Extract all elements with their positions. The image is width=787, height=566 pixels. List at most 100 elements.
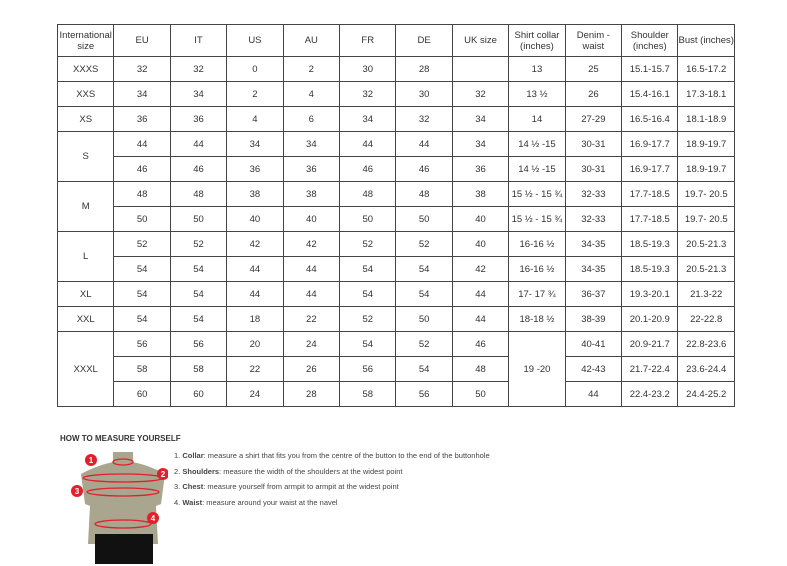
column-header: US <box>226 24 284 57</box>
table-cell: 44 <box>113 131 171 157</box>
table-cell: 54 <box>113 306 171 332</box>
table-cell: 34 <box>339 106 397 132</box>
table-cell: 2 <box>226 81 284 107</box>
table-cell: 6 <box>282 106 341 132</box>
table-cell: 14 ½ -15 <box>508 156 566 182</box>
table-cell: 2 <box>282 56 341 82</box>
table-cell: 48 <box>169 181 228 207</box>
step-waist: 4. Waist: measure around your waist at t… <box>174 497 338 507</box>
table-cell: 46 <box>339 156 397 182</box>
table-cell: 56 <box>339 356 397 382</box>
table-cell: 36 <box>226 156 284 182</box>
table-cell: 46 <box>113 156 171 182</box>
table-cell: 58 <box>339 381 397 407</box>
table-cell: 34 <box>169 81 228 107</box>
table-cell: 42 <box>451 256 510 282</box>
table-cell: 54 <box>395 256 453 282</box>
marker-4: 4 <box>151 514 156 523</box>
table-row: 54 54 44 44 54 54 42 16-16 ½ 34-35 18.5-19.3 20.5-… <box>58 256 735 282</box>
marker-2: 2 <box>161 470 166 479</box>
table-cell: 34 <box>282 131 341 157</box>
table-cell: 50 <box>169 206 228 232</box>
table-cell: 42 <box>282 231 341 257</box>
table-cell: 15 ½ - 15 ¾ <box>508 206 566 232</box>
table-cell: 44 <box>226 281 284 307</box>
column-header: AU <box>282 24 341 57</box>
table-cell: 19.3-20.1 <box>621 281 679 307</box>
column-header: IT <box>169 24 228 57</box>
table-cell: 22.8-23.6 <box>677 331 735 357</box>
table-cell: 19 -20 <box>508 331 566 407</box>
table-cell: 24.4-25.2 <box>677 381 735 407</box>
table-cell: 50 <box>113 206 171 232</box>
table-cell: 48 <box>395 181 453 207</box>
table-cell: 13 ½ <box>508 81 566 107</box>
table-cell: 27-29 <box>564 106 623 132</box>
marker-1: 1 <box>89 456 94 465</box>
table-cell: 54 <box>113 281 171 307</box>
table-cell: 44 <box>282 256 341 282</box>
table-cell: 50 <box>451 381 510 407</box>
column-header: FR <box>339 24 397 57</box>
size-cell: XXXL <box>56 331 115 407</box>
table-cell: 58 <box>113 356 171 382</box>
table-cell: 36 <box>282 156 341 182</box>
table-cell: 54 <box>339 331 397 357</box>
size-cell: M <box>56 181 115 232</box>
step-shoulders: 2. Shoulders: measure the width of the s… <box>174 466 403 476</box>
table-cell: 17- 17 ¾ <box>508 281 566 307</box>
table-row: 50 50 40 40 50 50 40 15 ½ - 15 ¾ 32-33 17.7-18.5 1… <box>58 206 735 232</box>
table-cell: 52 <box>339 306 397 332</box>
size-cell: S <box>56 131 115 182</box>
table-cell: 42-43 <box>564 356 623 382</box>
table-cell: 38-39 <box>564 306 623 332</box>
table-cell: 44 <box>451 281 510 307</box>
table-cell: 34-35 <box>564 256 623 282</box>
table-cell: 54 <box>339 281 397 307</box>
table-cell: 54 <box>395 356 453 382</box>
table-cell: 16.5-17.2 <box>677 56 735 82</box>
table-cell: 18.5-19.3 <box>621 256 679 282</box>
column-header: Denim - waist <box>564 24 623 57</box>
table-row: XXXS 32 32 0 2 30 28 13 25 15.1-15.7 16.5-17.2 <box>56 56 735 82</box>
table-row: 60 60 24 28 58 56 50 44 22.4-23.2 24.4-25.2 <box>58 381 735 407</box>
column-header: EU <box>113 24 171 57</box>
table-cell: 32 <box>113 56 171 82</box>
table-cell: 34 <box>451 106 510 132</box>
table-cell: 52 <box>169 231 228 257</box>
column-header: Bust (inches) <box>677 24 735 57</box>
table-cell: 4 <box>282 81 341 107</box>
table-cell: 20.1-20.9 <box>621 306 679 332</box>
table-cell: 50 <box>395 206 453 232</box>
table-cell: 58 <box>169 356 228 382</box>
table-cell: 21.7-22.4 <box>621 356 679 382</box>
table-cell: 30-31 <box>564 156 623 182</box>
table-cell: 32 <box>169 56 228 82</box>
table-cell: 48 <box>339 181 397 207</box>
table-cell: 4 <box>226 106 284 132</box>
table-cell: 46 <box>169 156 228 182</box>
how-to-measure-title: HOW TO MEASURE YOURSELF <box>60 434 181 443</box>
table-cell: 40 <box>226 206 284 232</box>
table-cell: 14 ½ -15 <box>508 131 566 157</box>
table-cell: 18.9-19.7 <box>677 156 735 182</box>
table-cell: 52 <box>395 231 453 257</box>
table-row: M 48 48 38 38 48 48 38 15 ½ - 15 ¾ 32-33 17.7-18.5… <box>56 181 735 232</box>
table-cell: 16-16 ½ <box>508 256 566 282</box>
table-cell: 56 <box>169 331 228 357</box>
table-cell: 56 <box>113 331 171 357</box>
step-collar: 1. Collar: measure a shirt that fits you… <box>174 451 490 460</box>
table-cell: 15 ½ - 15 ¾ <box>508 181 566 207</box>
table-cell: 18.1-18.9 <box>677 106 735 132</box>
table-row: XS 36 36 4 6 34 32 34 14 27-29 16.5-16.4 18.1-18.9 <box>56 106 735 132</box>
torso-measure-illustration: 1 2 3 4 <box>71 452 168 564</box>
table-cell: 34 <box>113 81 171 107</box>
table-row: L 52 52 42 42 52 52 40 16-16 ½ 34-35 18.5-19.3 20.5… <box>56 231 735 282</box>
table-cell: 50 <box>339 206 397 232</box>
table-cell: 16.9-17.7 <box>621 131 679 157</box>
table-cell: 17.7-18.5 <box>621 206 679 232</box>
table-cell: 34 <box>451 131 510 157</box>
table-cell: 38 <box>282 181 341 207</box>
torso-shape <box>81 452 165 544</box>
table-row: 58 58 22 26 56 54 48 42-43 21.7-22.4 23.6-24.4 <box>58 356 735 382</box>
